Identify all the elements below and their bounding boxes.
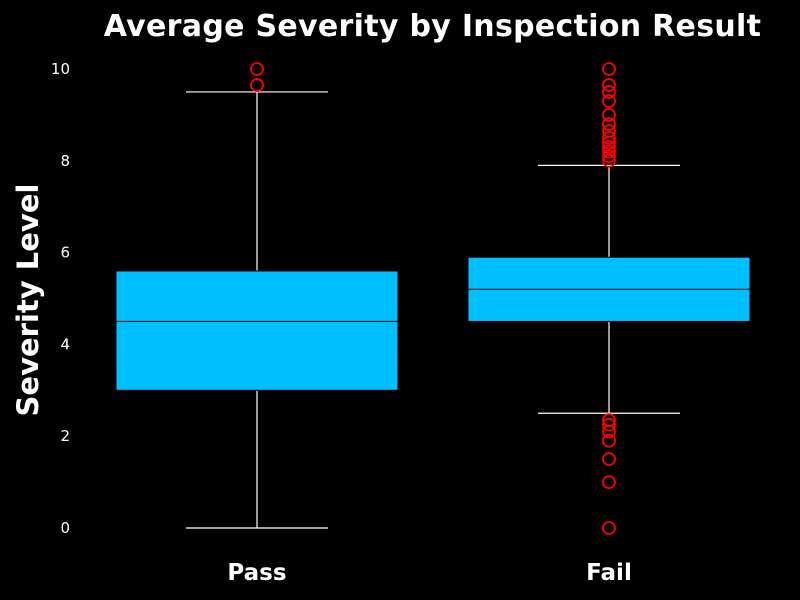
outlier-point: [602, 424, 616, 439]
outlier-point: [602, 149, 616, 164]
y-tick-label: 4: [60, 335, 70, 353]
y-tick-label: 6: [60, 244, 70, 262]
outlier-point: [602, 135, 616, 150]
outlier-point: [602, 85, 616, 99]
outlier-point: [602, 521, 616, 535]
category-labels: Pass Fail: [227, 560, 631, 586]
y-tick-label: 10: [51, 60, 70, 78]
outlier-point: [602, 417, 616, 432]
outlier-point: [602, 140, 616, 154]
y-tick-label: 2: [60, 427, 70, 445]
outlier-point: [250, 62, 264, 76]
iqr-box: [115, 270, 399, 391]
outlier-point: [602, 130, 616, 145]
outlier-point: [250, 78, 264, 92]
outlier-point: [602, 433, 616, 448]
outlier-point: [602, 62, 616, 76]
box-group-pass: [115, 62, 399, 529]
outlier-point: [602, 153, 616, 168]
outlier-point: [602, 117, 616, 131]
y-tick-label: 0: [60, 519, 70, 537]
outlier-point: [602, 144, 616, 159]
chart-title: Average Severity by Inspection Result: [103, 9, 762, 44]
outlier-point: [602, 108, 616, 122]
category-label-pass: Pass: [227, 560, 286, 586]
boxes: [115, 62, 751, 535]
y-tick-label: 8: [60, 152, 70, 170]
outlier-point: [602, 94, 616, 109]
category-label-fail: Fail: [586, 560, 632, 586]
box-group-fail: [467, 62, 751, 535]
outlier-point: [602, 452, 616, 467]
y-ticks: 0 2 4 6 8 10: [51, 60, 70, 537]
outlier-point: [602, 475, 616, 490]
outlier-point: [602, 78, 616, 92]
